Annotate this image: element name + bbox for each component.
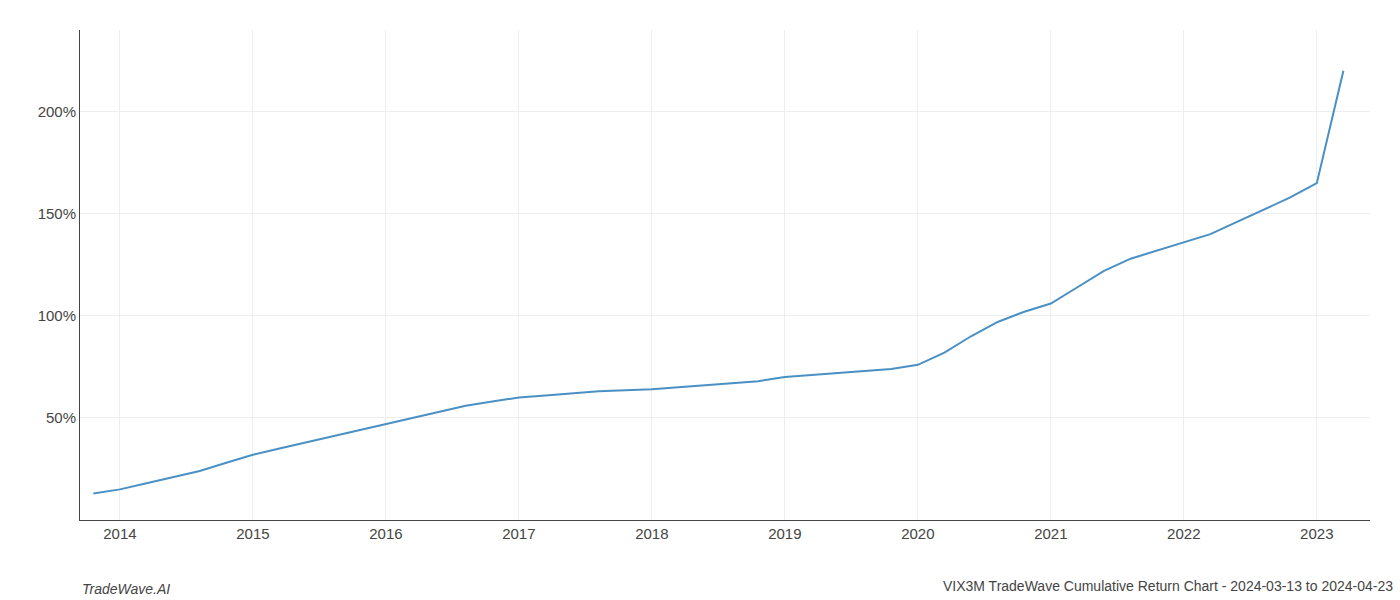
svg-text:2022: 2022 [1167,525,1200,542]
svg-text:2014: 2014 [103,525,136,542]
svg-text:200%: 200% [38,103,76,120]
svg-text:50%: 50% [46,409,76,426]
svg-text:150%: 150% [38,205,76,222]
svg-text:2018: 2018 [635,525,668,542]
svg-text:2015: 2015 [236,525,269,542]
svg-text:TradeWave.AI: TradeWave.AI [82,581,170,597]
svg-text:2020: 2020 [901,525,934,542]
svg-text:VIX3M TradeWave Cumulative Ret: VIX3M TradeWave Cumulative Return Chart … [943,578,1393,594]
svg-text:2019: 2019 [768,525,801,542]
svg-text:100%: 100% [38,307,76,324]
svg-text:2017: 2017 [502,525,535,542]
svg-text:2021: 2021 [1034,525,1067,542]
svg-text:2016: 2016 [369,525,402,542]
svg-text:2023: 2023 [1300,525,1333,542]
